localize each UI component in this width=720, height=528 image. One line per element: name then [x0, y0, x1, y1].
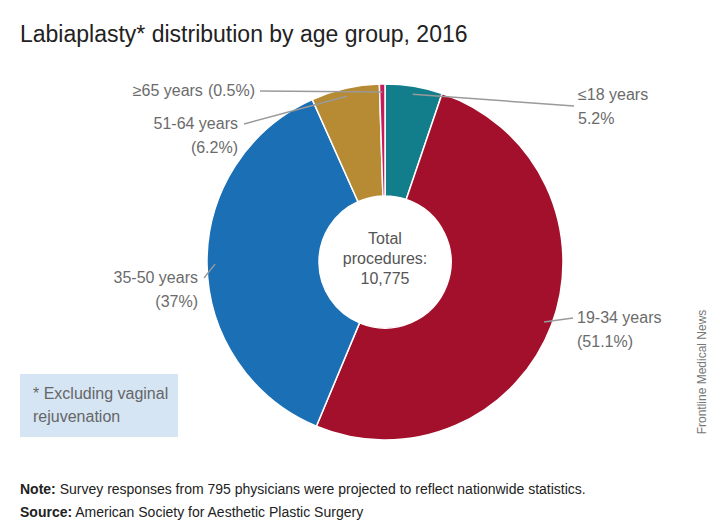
- value-label: (51.1%): [577, 333, 633, 350]
- source-label: Source:: [20, 504, 72, 520]
- category-label: 19-34 years: [577, 309, 662, 326]
- category-label: 51-64 years: [154, 115, 239, 132]
- title: Labiaplasty* distribution by age group, …: [20, 21, 468, 47]
- category-label: ≥65 years: [133, 82, 203, 99]
- note-text: Survey responses from 795 physicians wer…: [56, 481, 586, 497]
- leader-line: [260, 91, 382, 92]
- slice: [312, 84, 383, 202]
- slice-label: 35-50 years (37%): [114, 269, 199, 310]
- leader-line: [204, 264, 215, 278]
- leader-line: [413, 94, 574, 106]
- value-label: 5.2%: [578, 110, 614, 127]
- footnote-box: [20, 374, 178, 437]
- source: Source: American Society for Aesthetic P…: [20, 504, 363, 520]
- slice-label: ≤18 years 5.2%: [578, 86, 648, 127]
- footnote-line: * Excluding vaginal: [33, 385, 168, 402]
- note-label: Note:: [20, 481, 56, 497]
- value-label: (6.2%): [191, 139, 238, 156]
- category-label: 35-50 years: [114, 269, 199, 286]
- category-label: ≤18 years: [578, 86, 648, 103]
- slices: [207, 84, 563, 440]
- leader-line: [244, 96, 347, 124]
- source-text: American Society for Aesthetic Plastic S…: [72, 504, 363, 520]
- slice: [379, 84, 385, 196]
- value-label: (37%): [155, 293, 198, 310]
- total: 10,775: [361, 270, 410, 287]
- value-label: (0.5%): [208, 82, 255, 99]
- center-label: procedures:: [343, 250, 428, 267]
- footnote: * Excluding vaginal rejuvenation: [20, 374, 178, 437]
- credit: Frontline Medical News: [695, 310, 709, 435]
- center-text: Total procedures: 10,775: [343, 230, 428, 287]
- note: Note: Survey responses from 795 physicia…: [20, 481, 586, 497]
- chart: Labiaplasty* distribution by age group, …: [0, 0, 720, 528]
- leader-line: [544, 318, 573, 322]
- labels: ≤18 years 5.2% 19-34 years (51.1%) 35-50 yea…: [114, 82, 662, 350]
- slice-label: ≥65 years (0.5%): [133, 82, 255, 99]
- slice-label: 51-64 years (6.2%): [154, 115, 239, 156]
- footnote-line: rejuvenation: [33, 408, 120, 425]
- slice-label: 19-34 years (51.1%): [577, 309, 662, 350]
- center-label: Total: [368, 230, 402, 247]
